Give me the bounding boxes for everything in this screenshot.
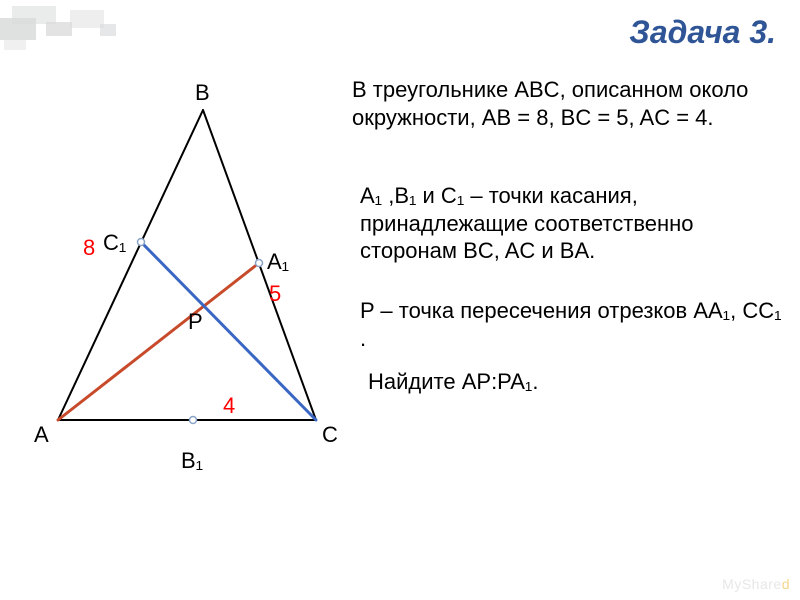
vertex-label-a: A [34,422,49,448]
vertex-label-p: P [188,309,203,335]
vertex-label-b: B [195,80,210,106]
vertex-label-c1: C₁ [103,230,126,256]
problem-text-3: P – точка пересечения отрезков AA₁, CC₁ … [360,297,784,352]
diagram-svg [28,85,348,465]
vertex-label-a1: A₁ [267,249,289,275]
side-label-ab: 8 [83,235,95,261]
vertex-label-b1: B₁ [181,448,203,474]
triangle-diagram: ABCC₁A₁B₁P 8 5 4 [28,85,348,465]
slide-title: Задача 3. [629,14,776,51]
watermark-right: d [782,576,790,592]
corner-decoration [0,0,160,50]
problem-text-4: Найдите AP:PA₁. [368,368,784,396]
problem-text-1: В треугольнике ABC, описанном около окру… [352,76,784,131]
watermark-left: MyShare [722,576,782,592]
watermark: MyShared [722,576,790,592]
side-label-bc: 5 [269,281,281,307]
vertex-label-c: C [322,422,338,448]
side-label-ac: 4 [223,393,235,419]
problem-text-2: A₁ ,B₁ и C₁ – точки касания, принадлежащ… [360,182,784,265]
slide: Задача 3. В треугольнике ABC, описанном … [0,0,800,600]
